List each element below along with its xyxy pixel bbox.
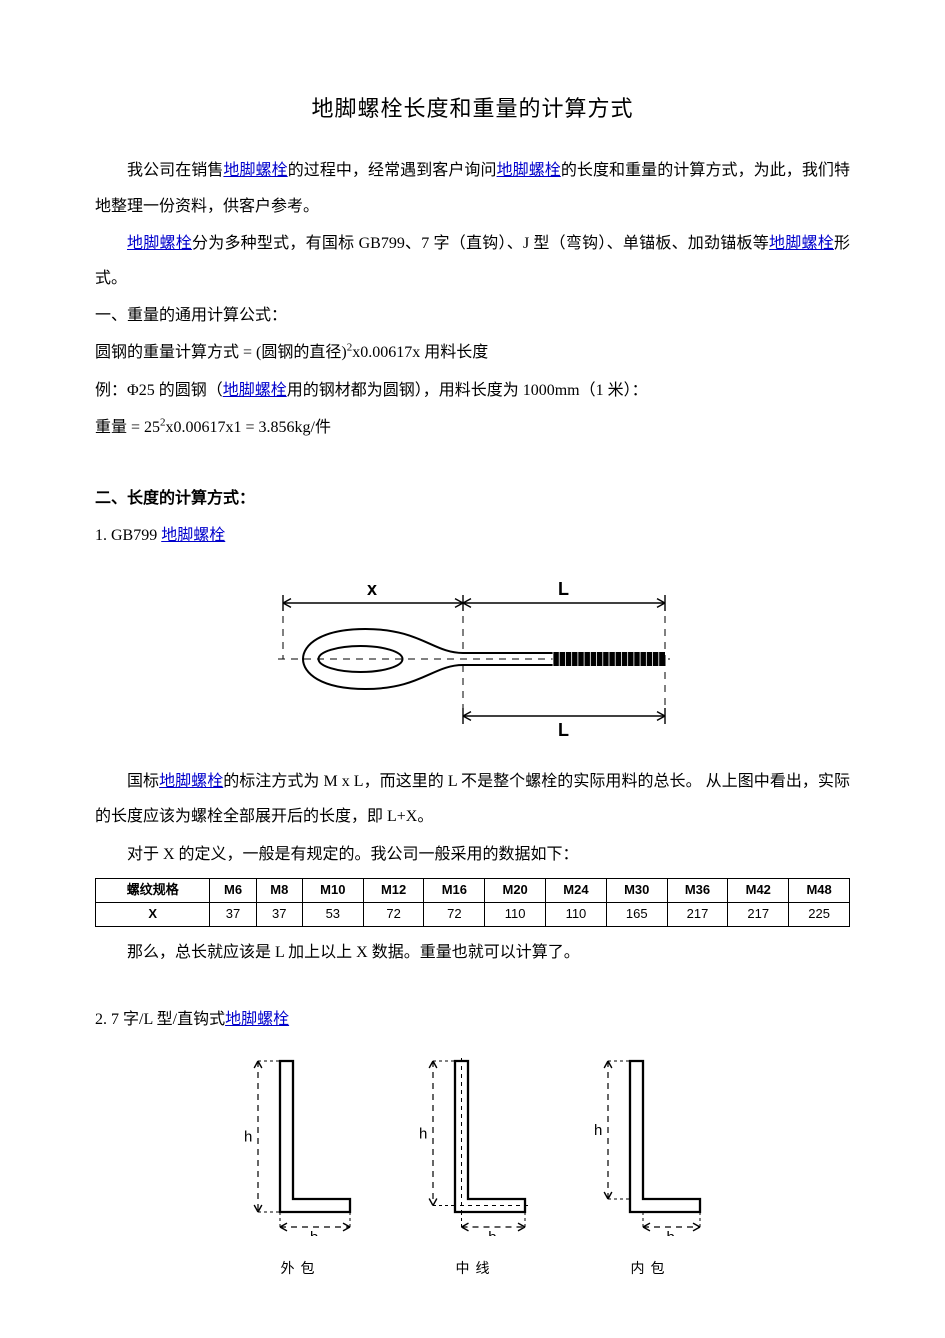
- svg-text:b: b: [666, 1229, 674, 1236]
- intro-para-1: 我公司在销售地脚螺栓的过程中，经常遇到客户询问地脚螺栓的长度和重量的计算方式，为…: [95, 153, 850, 223]
- section-2-heading: 二、长度的计算方式：: [95, 481, 850, 516]
- table-cell: M12: [363, 878, 424, 902]
- table-cell: 37: [256, 902, 302, 926]
- svg-text:L: L: [558, 720, 569, 736]
- link-dijiaoluoshuan-5[interactable]: 地脚螺栓: [223, 382, 287, 399]
- table-cell: M10: [302, 878, 363, 902]
- table-cell: M42: [728, 878, 789, 902]
- table-cell: M20: [485, 878, 546, 902]
- table-cell: 37: [210, 902, 256, 926]
- table-cell: X: [96, 902, 210, 926]
- svg-text:L: L: [558, 579, 569, 599]
- table-cell: 217: [667, 902, 728, 926]
- x-values-table: 螺纹规格M6M8M10M12M16M20M24M30M36M42M48 X373…: [95, 878, 850, 927]
- table-cell: 217: [728, 902, 789, 926]
- table-cell: 53: [302, 902, 363, 926]
- link-dijiaoluoshuan-3[interactable]: 地脚螺栓: [127, 235, 192, 252]
- fig2-caption-1: 中线: [413, 1255, 533, 1286]
- link-dijiaoluoshuan-2[interactable]: 地脚螺栓: [497, 162, 561, 179]
- svg-text:h: h: [244, 1128, 252, 1145]
- table-cell: M24: [546, 878, 607, 902]
- example-line-1: 例：Φ25 的圆钢（地脚螺栓用的钢材都为圆钢），用料长度为 1000mm（1 米…: [95, 373, 850, 408]
- link-dijiaoluoshuan-8[interactable]: 地脚螺栓: [225, 1011, 289, 1028]
- svg-text:h: h: [594, 1122, 602, 1139]
- svg-text:h: h: [419, 1125, 427, 1142]
- para-after-fig1: 国标地脚螺栓的标注方式为 M x L，而这里的 L 不是整个螺栓的实际用料的总长…: [95, 764, 850, 834]
- table-cell: M6: [210, 878, 256, 902]
- table-cell: 165: [606, 902, 667, 926]
- table-cell: 螺纹规格: [96, 878, 210, 902]
- item-2-heading: 2. 7 字/L 型/直钩式地脚螺栓: [95, 1002, 850, 1037]
- table-cell: M16: [424, 878, 485, 902]
- section-1-heading: 一、重量的通用计算公式：: [95, 298, 850, 333]
- link-dijiaoluoshuan-7[interactable]: 地脚螺栓: [159, 773, 223, 790]
- l-shape-diagrams: h b 外包 h b 中线 h b 内包: [95, 1051, 850, 1286]
- svg-text:b: b: [310, 1229, 318, 1236]
- link-dijiaoluoshuan-6[interactable]: 地脚螺栓: [161, 527, 225, 544]
- svg-text:b: b: [488, 1229, 496, 1236]
- table-cell: 225: [789, 902, 850, 926]
- para-after-table: 那么，总长就应该是 L 加上以上 X 数据。重量也就可以计算了。: [95, 935, 850, 970]
- table-cell: M8: [256, 878, 302, 902]
- table-cell: 72: [363, 902, 424, 926]
- table-cell: 110: [485, 902, 546, 926]
- fig2-caption-0: 外包: [238, 1255, 358, 1286]
- table-cell: M36: [667, 878, 728, 902]
- table-cell: M30: [606, 878, 667, 902]
- gb799-bolt-diagram: x L L: [95, 571, 850, 736]
- svg-text:x: x: [367, 579, 377, 599]
- item-1-heading: 1. GB799 地脚螺栓: [95, 518, 850, 553]
- para-x-def: 对于 X 的定义，一般是有规定的。我公司一般采用的数据如下：: [95, 837, 850, 872]
- table-cell: 72: [424, 902, 485, 926]
- link-dijiaoluoshuan-4[interactable]: 地脚螺栓: [769, 235, 834, 252]
- formula-line: 圆钢的重量计算方式 = (圆钢的直径)2x0.00617x 用料长度: [95, 335, 850, 370]
- link-dijiaoluoshuan-1[interactable]: 地脚螺栓: [223, 162, 287, 179]
- table-cell: M48: [789, 878, 850, 902]
- page-title: 地脚螺栓长度和重量的计算方式: [95, 85, 850, 133]
- example-line-2: 重量 = 252x0.00617x1 = 3.856kg/件: [95, 410, 850, 445]
- intro-para-2: 地脚螺栓分为多种型式，有国标 GB799、7 字（直钩）、J 型（弯钩）、单锚板…: [95, 226, 850, 296]
- table-cell: 110: [546, 902, 607, 926]
- fig2-caption-2: 内包: [588, 1255, 708, 1286]
